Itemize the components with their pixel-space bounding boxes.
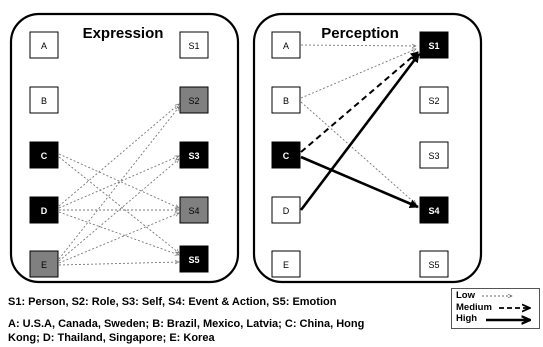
per-node-b xyxy=(271,86,301,114)
per-node-e-label: E xyxy=(283,260,289,270)
per-node-s3 xyxy=(419,141,449,169)
per-node-a xyxy=(271,31,301,59)
exp-node-s4 xyxy=(179,196,209,224)
perception-connections xyxy=(299,45,421,211)
per-link-b-s1 xyxy=(300,48,416,99)
exp-node-d-label: D xyxy=(41,206,48,216)
per-node-s2-label: S2 xyxy=(428,96,439,106)
exp-node-e-label: E xyxy=(41,260,47,270)
exp-node-s5 xyxy=(179,245,209,273)
exp-node-s1-label: S1 xyxy=(188,41,199,51)
per-node-s1 xyxy=(419,31,449,59)
legend: Low Medium High xyxy=(451,288,540,329)
expression-left-nodes: A B C D E xyxy=(29,31,59,278)
per-node-d xyxy=(271,196,301,224)
legend-medium-label: Medium xyxy=(456,302,492,313)
exp-node-e xyxy=(29,250,59,278)
per-link-a-s1 xyxy=(300,45,416,46)
per-node-b-label: B xyxy=(283,96,289,106)
per-link-c-s4 xyxy=(300,155,419,209)
caption-countries-line1: A: U.S.A, Canada, Sweden; B: Brazil, Mex… xyxy=(8,318,365,330)
exp-node-c-label: C xyxy=(41,151,48,161)
legend-low-label: Low xyxy=(456,290,475,301)
exp-link-e-s5 xyxy=(58,262,179,266)
per-node-s4 xyxy=(419,196,449,224)
caption-strategies: S1: Person, S2: Role, S3: Self, S4: Even… xyxy=(8,296,337,308)
exp-node-s2-label: S2 xyxy=(188,96,199,106)
per-node-s1-label: S1 xyxy=(428,41,439,51)
per-node-c xyxy=(271,141,301,169)
exp-link-d-s3 xyxy=(58,155,179,209)
per-node-e xyxy=(271,250,301,278)
exp-node-s3-label: S3 xyxy=(188,151,199,161)
per-link-b-s4 xyxy=(300,101,416,204)
per-node-c-label: C xyxy=(283,151,290,161)
expression-connections xyxy=(58,104,179,266)
legend-lines xyxy=(482,289,539,328)
per-node-s2 xyxy=(419,86,449,114)
per-node-d-label: D xyxy=(283,206,290,216)
exp-node-s1 xyxy=(179,31,209,59)
exp-node-s4-label: S4 xyxy=(188,206,199,216)
exp-node-a-label: A xyxy=(41,41,47,51)
caption-countries-line2: Kong; D: Thailand, Singapore; E: Korea xyxy=(8,332,215,344)
exp-link-c-s4 xyxy=(58,153,179,209)
exp-node-b xyxy=(29,86,59,114)
expression-title: Expression xyxy=(83,25,164,42)
exp-node-s2 xyxy=(179,86,209,114)
perception-left-nodes: A B C D E xyxy=(271,31,301,278)
per-node-s5-label: S5 xyxy=(428,260,439,270)
exp-node-d xyxy=(29,196,59,224)
exp-link-c-s5 xyxy=(58,156,179,253)
exp-node-b-label: B xyxy=(41,96,47,106)
per-link-c-s1 xyxy=(300,51,419,153)
exp-node-a xyxy=(29,31,59,59)
per-link-d-s1 xyxy=(299,53,421,211)
exp-node-s3 xyxy=(179,141,209,169)
perception-title: Perception xyxy=(321,25,399,42)
exp-link-e-s2 xyxy=(58,107,179,260)
exp-link-e-s4 xyxy=(58,213,179,264)
per-node-s3-label: S3 xyxy=(428,151,439,161)
per-node-a-label: A xyxy=(283,41,289,51)
exp-link-d-s5 xyxy=(58,211,179,255)
per-node-s5 xyxy=(419,250,449,278)
legend-high-label: High xyxy=(456,313,478,324)
perception-right-nodes: S1 S2 S3 S4 S5 xyxy=(419,31,449,278)
exp-node-s5-label: S5 xyxy=(188,255,199,265)
per-node-s4-label: S4 xyxy=(428,206,439,216)
exp-node-c xyxy=(29,141,59,169)
expression-right-nodes: S1 S2 S3 S4 S5 xyxy=(179,31,209,273)
